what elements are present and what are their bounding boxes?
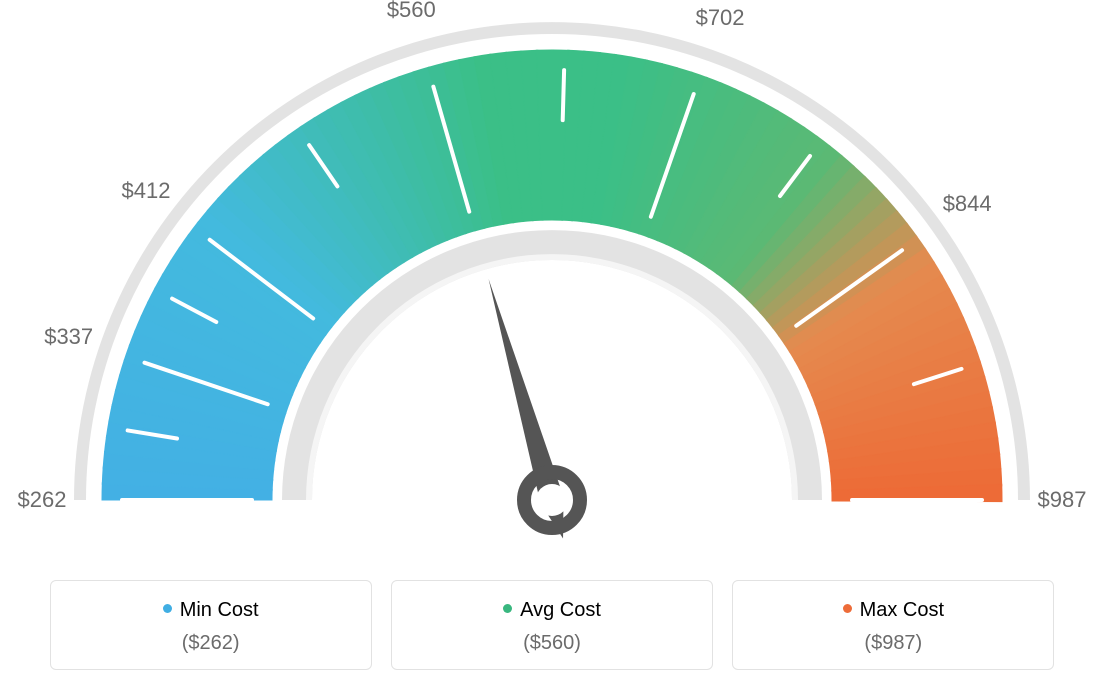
legend-title-avg: Avg Cost xyxy=(402,599,702,622)
legend-title-max: Max Cost xyxy=(743,599,1043,622)
gauge-svg xyxy=(0,0,1104,560)
legend-dot-min xyxy=(163,604,172,613)
legend-box-min: Min Cost ($262) xyxy=(50,580,372,670)
legend-row: Min Cost ($262) Avg Cost ($560) Max Cost… xyxy=(0,580,1104,670)
legend-label-avg: Avg Cost xyxy=(520,599,601,621)
legend-label-min: Min Cost xyxy=(180,599,259,621)
legend-label-max: Max Cost xyxy=(860,599,944,621)
legend-value-avg: ($560) xyxy=(402,632,702,655)
legend-value-min: ($262) xyxy=(61,632,361,655)
gauge-tick-label: $702 xyxy=(696,5,745,31)
gauge-chart-container: $262 $337 $412 $560 $702 $844 $987 Min Cost ($… xyxy=(0,0,1104,690)
gauge-tick-label: $560 xyxy=(387,0,436,23)
gauge-tick-label: $412 xyxy=(122,178,171,204)
gauge-area: $262 $337 $412 $560 $702 $844 $987 xyxy=(0,0,1104,560)
needle-hub-inner xyxy=(536,484,568,516)
gauge-tick-label: $337 xyxy=(44,324,93,350)
legend-title-min: Min Cost xyxy=(61,599,361,622)
legend-dot-max xyxy=(843,604,852,613)
gauge-tick-label: $262 xyxy=(18,487,67,513)
legend-value-max: ($987) xyxy=(743,632,1043,655)
gauge-tick-label: $987 xyxy=(1038,487,1087,513)
gauge-tick-label: $844 xyxy=(943,191,992,217)
legend-box-max: Max Cost ($987) xyxy=(732,580,1054,670)
legend-box-avg: Avg Cost ($560) xyxy=(391,580,713,670)
legend-dot-avg xyxy=(503,604,512,613)
